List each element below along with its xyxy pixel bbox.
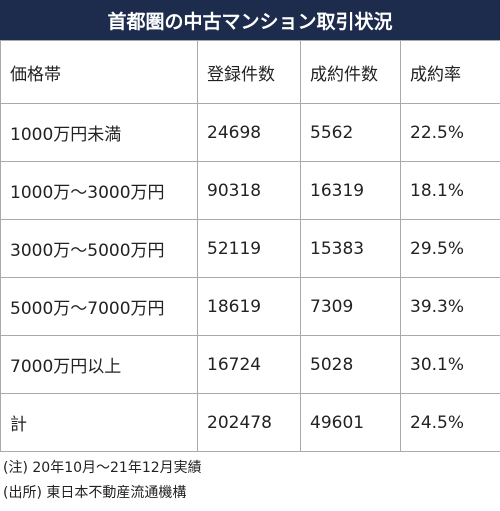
- note: (注) 20年10月～21年12月実績: [3, 460, 202, 476]
- notes: (注) 20年10月～21年12月実績 (出所) 東日本不動産流通機構: [0, 456, 500, 506]
- table-cell: 7000万円以上: [0, 335, 198, 394]
- table-row: 5000万～7000万円 18619 7309 39.3%: [0, 277, 500, 336]
- table-cell: 7309: [300, 277, 401, 336]
- table-cell: 202478: [197, 393, 301, 452]
- table: 価格帯 登録件数 成約件数 成約率 1000万円未満 24698 5562 22.5% 100…: [0, 40, 500, 452]
- table-cell: 3000万～5000万円: [0, 219, 198, 278]
- table-cell: 18.1%: [400, 161, 500, 220]
- table-body: 1000万円未満 24698 5562 22.5% 1000万～3000万円 90318 1…: [0, 103, 500, 452]
- header-row: 価格帯 登録件数 成約件数 成約率: [0, 40, 500, 104]
- table-cell: 16724: [197, 335, 301, 394]
- table-cell: 90318: [197, 161, 301, 220]
- title: 首都圏の中古マンション取引状況: [0, 0, 500, 40]
- table-cell: 29.5%: [400, 219, 500, 278]
- table-cell: 5562: [300, 103, 401, 162]
- table-cell: 52119: [197, 219, 301, 278]
- table-cell: 24698: [197, 103, 301, 162]
- note: (出所) 東日本不動産流通機構: [3, 485, 187, 501]
- table-cell: 39.3%: [400, 277, 500, 336]
- table-cell: 30.1%: [400, 335, 500, 394]
- table-cell: 5000万～7000万円: [0, 277, 198, 336]
- table-cell: 5028: [300, 335, 401, 394]
- table-cell: 18619: [197, 277, 301, 336]
- table-row: 1000万～3000万円 90318 16319 18.1%: [0, 161, 500, 220]
- table-cell: 22.5%: [400, 103, 500, 162]
- table-row: 7000万円以上 16724 5028 30.1%: [0, 335, 500, 394]
- table-row: 計 202478 49601 24.5%: [0, 393, 500, 452]
- table-row: 1000万円未満 24698 5562 22.5%: [0, 103, 500, 162]
- table-cell: 49601: [300, 393, 401, 452]
- column-header: 登録件数: [197, 40, 301, 104]
- table-cell: 16319: [300, 161, 401, 220]
- column-header: 成約率: [400, 40, 500, 104]
- table-cell: 計: [0, 393, 198, 452]
- table-row: 3000万～5000万円 52119 15383 29.5%: [0, 219, 500, 278]
- table-cell: 1000万～3000万円: [0, 161, 198, 220]
- table-cell: 15383: [300, 219, 401, 278]
- column-header: 成約件数: [300, 40, 401, 104]
- table-cell: 24.5%: [400, 393, 500, 452]
- column-header: 価格帯: [0, 40, 198, 104]
- table-cell: 1000万円未満: [0, 103, 198, 162]
